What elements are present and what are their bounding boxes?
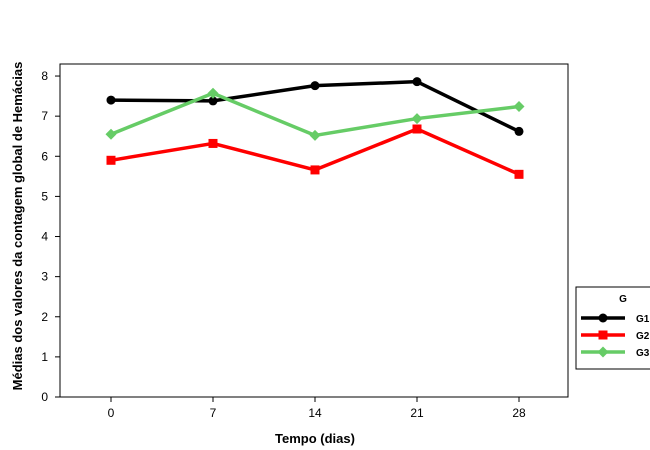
x-tick-label: 21: [410, 406, 424, 420]
data-point-g3: [411, 113, 423, 125]
data-point-g2: [412, 124, 422, 134]
x-tick-label: 7: [210, 406, 217, 420]
data-point-g2: [208, 138, 218, 148]
legend-entry-g1: G1: [581, 313, 650, 325]
series-layer: [105, 77, 525, 179]
y-axis-title: Médias dos valores da contagem global de…: [10, 62, 25, 391]
data-point-g2: [514, 169, 524, 179]
data-point-g1: [514, 126, 524, 136]
plot-area: [59, 63, 569, 398]
y-axis: 0 1 2 3 4 5 6 7 8: [41, 69, 60, 404]
x-tick-label: 0: [108, 406, 115, 420]
y-tick-label: 4: [41, 230, 48, 244]
data-point-g1: [310, 81, 320, 91]
plot-border: [59, 63, 569, 398]
x-axis-title: Tempo (dias): [275, 431, 355, 446]
legend-title: G: [619, 294, 627, 305]
y-tick-label: 7: [41, 109, 48, 123]
legend-entry-g3: G3: [581, 346, 650, 359]
legend-swatch-marker: [598, 313, 608, 323]
data-point-g1: [106, 95, 116, 105]
x-tick-label: 28: [512, 406, 526, 420]
legend-box: [575, 286, 650, 370]
legend-label: G3: [636, 348, 650, 359]
legend-swatch-marker: [598, 330, 608, 340]
data-point-g1: [412, 77, 422, 87]
legend: G G1 G2 G3: [575, 286, 650, 370]
data-point-g3: [513, 101, 525, 113]
data-point-g2: [310, 165, 320, 175]
data-point-g1: [208, 96, 218, 106]
data-point-g3: [207, 87, 219, 99]
legend-swatch-marker: [597, 346, 609, 358]
data-point-g3: [105, 128, 117, 140]
y-tick-label: 0: [41, 390, 48, 404]
data-point-g2: [106, 155, 116, 165]
y-tick-label: 1: [41, 350, 48, 364]
y-tick-label: 8: [41, 69, 48, 83]
x-tick-label: 14: [308, 406, 322, 420]
legend-label: G2: [636, 331, 650, 342]
x-axis: 0 7 14 21 28: [108, 397, 526, 420]
y-tick-label: 3: [41, 270, 48, 284]
legend-entry-g2: G2: [581, 330, 650, 342]
series-g3: [105, 87, 525, 141]
legend-label: G1: [636, 314, 650, 325]
y-tick-label: 5: [41, 189, 48, 203]
y-tick-label: 6: [41, 149, 48, 163]
y-tick-label: 2: [41, 310, 48, 324]
series-g2: [106, 124, 524, 179]
series-g1: [106, 77, 524, 136]
data-point-g3: [309, 129, 321, 141]
